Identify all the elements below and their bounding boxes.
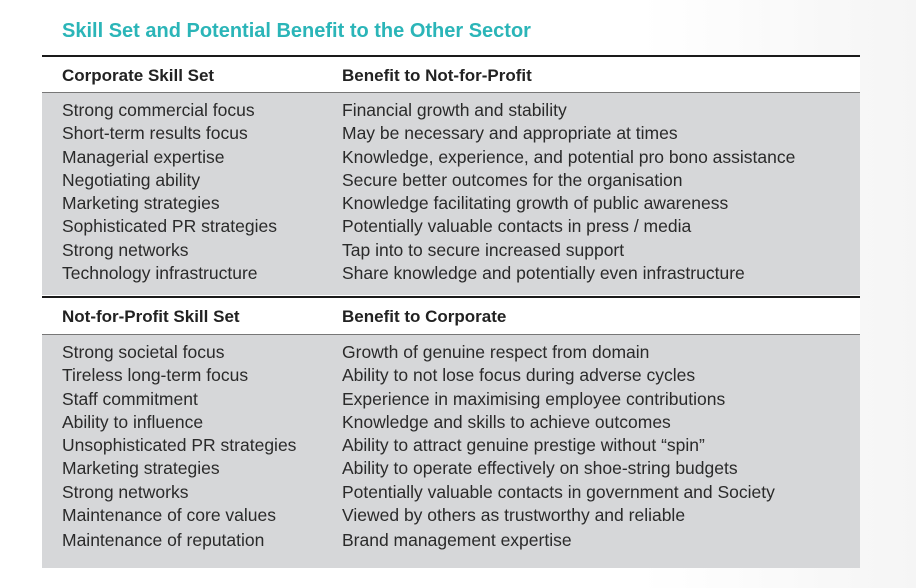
- skill-cell: Sophisticated PR strategies: [62, 216, 277, 237]
- skill-cell: Marketing strategies: [62, 458, 220, 479]
- table-row: Sophisticated PR strategies Potentially v…: [42, 215, 860, 238]
- table-row: Marketing strategies Ability to operate e…: [42, 457, 860, 480]
- benefit-cell: Share knowledge and potentially even inf…: [342, 263, 745, 284]
- table-row: Strong networks Potentially valuable cont…: [42, 481, 860, 504]
- table-row: Managerial expertise Knowledge, experienc…: [42, 146, 860, 169]
- benefit-cell: Ability to attract genuine prestige with…: [342, 435, 705, 456]
- skill-cell: Short-term results focus: [62, 123, 248, 144]
- skill-cell: Maintenance of reputation: [62, 530, 265, 551]
- table-row: Maintenance of reputation Brand managemen…: [42, 529, 860, 552]
- table-row: Ability to influence Knowledge and skills…: [42, 411, 860, 434]
- skill-cell: Managerial expertise: [62, 146, 225, 167]
- table-row: Unsophisticated PR strategies Ability to …: [42, 434, 860, 457]
- skill-cell: Maintenance of core values: [62, 505, 277, 526]
- benefit-cell: Knowledge facilitating growth of public …: [342, 193, 729, 214]
- column-header-skill: Not-for-Profit Skill Set: [62, 307, 240, 326]
- table-row: Strong networks Tap into to secure increa…: [42, 239, 860, 262]
- section-top-rule: [42, 55, 860, 57]
- benefit-cell: Secure better outcomes for the organisat…: [342, 169, 683, 190]
- column-header-skill: Corporate Skill Set: [62, 66, 215, 85]
- table-row: Strong societal focus Growth of genuine r…: [42, 341, 860, 364]
- table-row: Maintenance of core values Viewed by othe…: [42, 504, 860, 527]
- header-divider: [42, 334, 860, 335]
- header-divider: [42, 92, 860, 93]
- skill-cell: Strong networks: [62, 239, 189, 260]
- table-title: Skill Set and Potential Benefit to the O…: [62, 20, 531, 42]
- skill-cell: Marketing strategies: [62, 193, 220, 214]
- benefit-cell: Potentially valuable contacts in governm…: [342, 481, 775, 502]
- skill-cell: Staff commitment: [62, 388, 198, 409]
- column-header-benefit: Benefit to Not-for-Profit: [342, 66, 532, 85]
- table-row: Tireless long-term focus Ability to not l…: [42, 364, 860, 387]
- benefit-cell: Knowledge and skills to achieve outcomes: [342, 411, 671, 432]
- table-row: Negotiating ability Secure better outcome…: [42, 169, 860, 192]
- skill-cell: Strong societal focus: [62, 342, 225, 362]
- section-body-not-for-profit: Strong societal focus Growth of genuine r…: [42, 335, 860, 568]
- benefit-cell: Ability to operate effectively on shoe-s…: [342, 458, 738, 479]
- table-row: Strong commercial focus Financial growth …: [42, 99, 860, 122]
- benefit-cell: Knowledge, experience, and potential pro…: [342, 146, 796, 167]
- benefit-cell: Financial growth and stability: [342, 100, 567, 120]
- benefit-cell: Brand management expertise: [342, 530, 572, 551]
- benefit-cell: Viewed by others as trustworthy and reli…: [342, 505, 686, 526]
- table-row: Staff commitment Experience in maximising…: [42, 388, 860, 411]
- section-top-rule: [42, 296, 860, 298]
- skill-cell: Strong networks: [62, 481, 189, 502]
- benefit-cell: Growth of genuine respect from domain: [342, 342, 650, 362]
- benefit-cell: Experience in maximising employee contri…: [342, 388, 726, 409]
- benefit-cell: Ability to not lose focus during adverse…: [342, 365, 696, 386]
- section-body-corporate: Strong commercial focus Financial growth …: [42, 93, 860, 295]
- benefit-cell: May be necessary and appropriate at time…: [342, 123, 678, 144]
- benefit-cell: Potentially valuable contacts in press /…: [342, 216, 692, 237]
- skill-cell: Unsophisticated PR strategies: [62, 435, 297, 456]
- column-header-benefit: Benefit to Corporate: [342, 307, 507, 326]
- skill-cell: Technology infrastructure: [62, 263, 258, 284]
- section-header-not-for-profit: Not-for-Profit Skill Set Benefit to Corp…: [42, 298, 860, 334]
- section-header-corporate: Corporate Skill Set Benefit to Not-for-P…: [42, 57, 860, 93]
- table-row: Technology infrastructure Share knowledge…: [42, 262, 860, 285]
- skill-cell: Tireless long-term focus: [62, 365, 249, 386]
- benefit-cell: Tap into to secure increased support: [342, 239, 625, 260]
- skill-cell: Negotiating ability: [62, 169, 201, 190]
- skill-cell: Strong commercial focus: [62, 100, 255, 120]
- skill-cell: Ability to influence: [62, 411, 204, 432]
- table-row: Short-term results focus May be necessary…: [42, 122, 860, 145]
- table-row: Marketing strategies Knowledge facilitati…: [42, 192, 860, 215]
